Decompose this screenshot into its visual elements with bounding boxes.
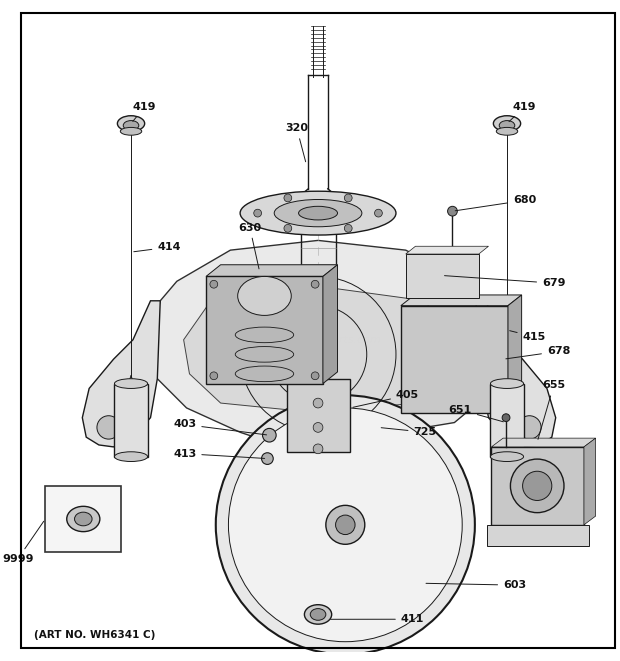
Circle shape (228, 408, 462, 642)
Bar (490, 383, 523, 457)
Bar (492, 447, 584, 525)
Text: 678: 678 (506, 346, 570, 359)
Text: (ART NO. WH6341 C): (ART NO. WH6341 C) (33, 630, 155, 640)
Ellipse shape (490, 379, 523, 389)
Circle shape (313, 444, 323, 453)
Text: 603: 603 (426, 580, 526, 590)
Polygon shape (405, 247, 489, 254)
Text: 403: 403 (173, 420, 267, 435)
Text: 405: 405 (353, 390, 419, 407)
Polygon shape (476, 301, 556, 447)
Ellipse shape (510, 459, 564, 513)
Text: 414: 414 (134, 242, 181, 252)
Polygon shape (82, 301, 160, 447)
Bar (487, 525, 589, 546)
Circle shape (254, 210, 262, 217)
Circle shape (210, 372, 218, 379)
Text: 680: 680 (455, 196, 536, 211)
Text: 651: 651 (449, 405, 503, 422)
Polygon shape (184, 286, 450, 413)
Ellipse shape (299, 206, 337, 220)
Circle shape (326, 506, 365, 544)
Polygon shape (206, 265, 337, 276)
Circle shape (502, 414, 510, 422)
Circle shape (518, 416, 541, 439)
Ellipse shape (304, 605, 332, 624)
Circle shape (344, 225, 352, 232)
Text: 320: 320 (285, 124, 308, 162)
Circle shape (262, 428, 276, 442)
Ellipse shape (310, 609, 326, 620)
Ellipse shape (117, 116, 144, 132)
Ellipse shape (499, 120, 515, 130)
Circle shape (284, 225, 292, 232)
Text: 679: 679 (445, 276, 565, 288)
Circle shape (344, 194, 352, 202)
Circle shape (313, 398, 323, 408)
Text: 419: 419 (133, 102, 156, 122)
Ellipse shape (115, 379, 148, 389)
Circle shape (311, 372, 319, 379)
Ellipse shape (67, 506, 100, 531)
Polygon shape (508, 295, 521, 413)
Circle shape (284, 194, 292, 202)
Ellipse shape (496, 128, 518, 136)
Circle shape (311, 280, 319, 288)
Polygon shape (323, 265, 337, 383)
Ellipse shape (274, 200, 362, 227)
Polygon shape (401, 295, 521, 305)
Text: 725: 725 (381, 427, 436, 437)
Ellipse shape (523, 471, 552, 500)
Ellipse shape (115, 451, 148, 461)
Bar (45, 486, 122, 552)
Text: 9999: 9999 (2, 522, 44, 564)
Polygon shape (492, 438, 596, 447)
Text: 419: 419 (509, 102, 536, 122)
Circle shape (97, 416, 120, 439)
Circle shape (216, 395, 475, 654)
Text: 411: 411 (330, 614, 424, 624)
Bar (401, 305, 508, 413)
Bar (405, 254, 479, 298)
Ellipse shape (240, 191, 396, 235)
Ellipse shape (120, 128, 142, 136)
Ellipse shape (74, 512, 92, 525)
Bar (115, 383, 148, 457)
Ellipse shape (237, 276, 291, 315)
Circle shape (313, 422, 323, 432)
Polygon shape (151, 241, 494, 445)
Polygon shape (584, 438, 596, 525)
Text: replacementparts.com: replacementparts.com (255, 334, 381, 345)
Ellipse shape (494, 116, 521, 132)
Circle shape (374, 210, 383, 217)
Circle shape (262, 453, 273, 465)
Circle shape (210, 280, 218, 288)
Text: 630: 630 (238, 223, 262, 269)
Text: 415: 415 (510, 330, 546, 342)
Bar (206, 276, 323, 383)
Circle shape (448, 206, 458, 216)
Text: 655: 655 (538, 381, 565, 440)
Circle shape (335, 515, 355, 535)
Ellipse shape (490, 451, 523, 461)
Text: 413: 413 (173, 449, 265, 459)
Bar (287, 379, 350, 451)
Ellipse shape (123, 120, 139, 130)
